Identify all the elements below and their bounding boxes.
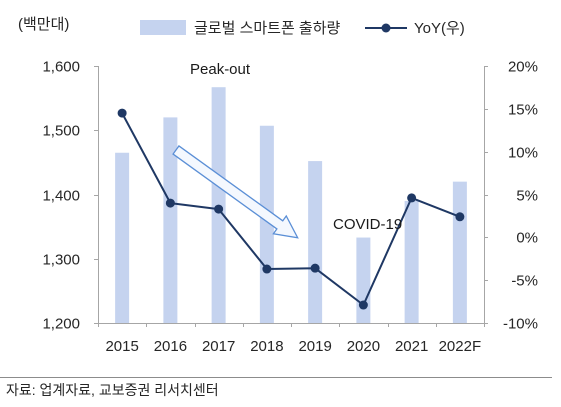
right-axis-ticks: 20% 15% 10% 5% 0% -5% -10%: [484, 59, 538, 333]
peak-out-arrow: [172, 145, 299, 239]
right-axis-tick-label: 0%: [516, 230, 538, 247]
right-axis-tick-label: -10%: [503, 316, 538, 333]
left-axis-ticks: 1,600 1,500 1,400 1,300 1,200: [42, 59, 98, 333]
arrow-shape: [172, 145, 299, 239]
bar-2020: [356, 237, 371, 323]
bar-2016: [163, 117, 178, 324]
left-axis-tick-label: 1,300: [42, 252, 80, 269]
bar-2021: [404, 200, 419, 323]
x-axis-tick-label: 2017: [202, 338, 235, 355]
bar-2019: [308, 161, 323, 323]
bar-2018: [259, 125, 274, 323]
axes: [98, 66, 485, 324]
legend-bar-swatch: [140, 20, 186, 35]
x-axis-tick-label: 2019: [298, 338, 331, 355]
x-axis-ticks: 2015 2016 2017 2018 2019 2020 2021 2022F: [98, 323, 485, 355]
right-axis-tick-label: 10%: [508, 145, 538, 162]
left-axis-tick-label: 1,200: [42, 316, 80, 333]
left-axis-tick-label: 1,600: [42, 59, 80, 76]
yoy-markers: [117, 108, 465, 310]
left-axis-tick-label: 1,400: [42, 188, 80, 205]
yoy-marker-2022f: [455, 212, 465, 222]
yoy-marker-2015: [117, 108, 127, 118]
y-axis-unit-label: (백만대): [18, 16, 69, 33]
x-axis-tick-label: 2018: [250, 338, 283, 355]
yoy-marker-2019: [310, 263, 320, 273]
x-axis-tick-label: 2021: [395, 338, 428, 355]
bar-2015: [115, 152, 130, 323]
yoy-marker-2018: [262, 264, 272, 274]
left-axis-tick-label: 1,500: [42, 123, 80, 140]
legend-bar-label: 글로벌 스마트폰 출하량: [194, 20, 341, 37]
yoy-marker-2016: [165, 198, 175, 208]
legend-line-label: YoY(우): [414, 20, 465, 37]
legend-line-marker: [381, 23, 391, 33]
right-axis-tick-label: 5%: [516, 188, 538, 205]
x-axis-tick-label: 2015: [105, 338, 138, 355]
yoy-marker-2021: [407, 193, 417, 203]
annotation-peak-out: Peak-out: [190, 61, 251, 78]
yoy-marker-2020: [358, 300, 368, 310]
x-axis-tick-label: 2022F: [439, 338, 482, 355]
yoy-marker-2017: [214, 204, 224, 214]
source-note: 자료: 업계자료, 교보증권 리서치센터: [6, 382, 219, 398]
x-axis-tick-label: 2020: [347, 338, 380, 355]
bar-2022f: [452, 181, 467, 323]
annotation-covid-19: COVID-19: [333, 216, 402, 233]
right-axis-tick-label: -5%: [511, 273, 538, 290]
right-axis-tick-label: 20%: [508, 59, 538, 76]
legend: 글로벌 스마트폰 출하량 YoY(우): [140, 20, 465, 37]
right-axis-tick-label: 15%: [508, 102, 538, 119]
yoy-line: [121, 112, 461, 306]
x-axis-tick-label: 2016: [154, 338, 187, 355]
